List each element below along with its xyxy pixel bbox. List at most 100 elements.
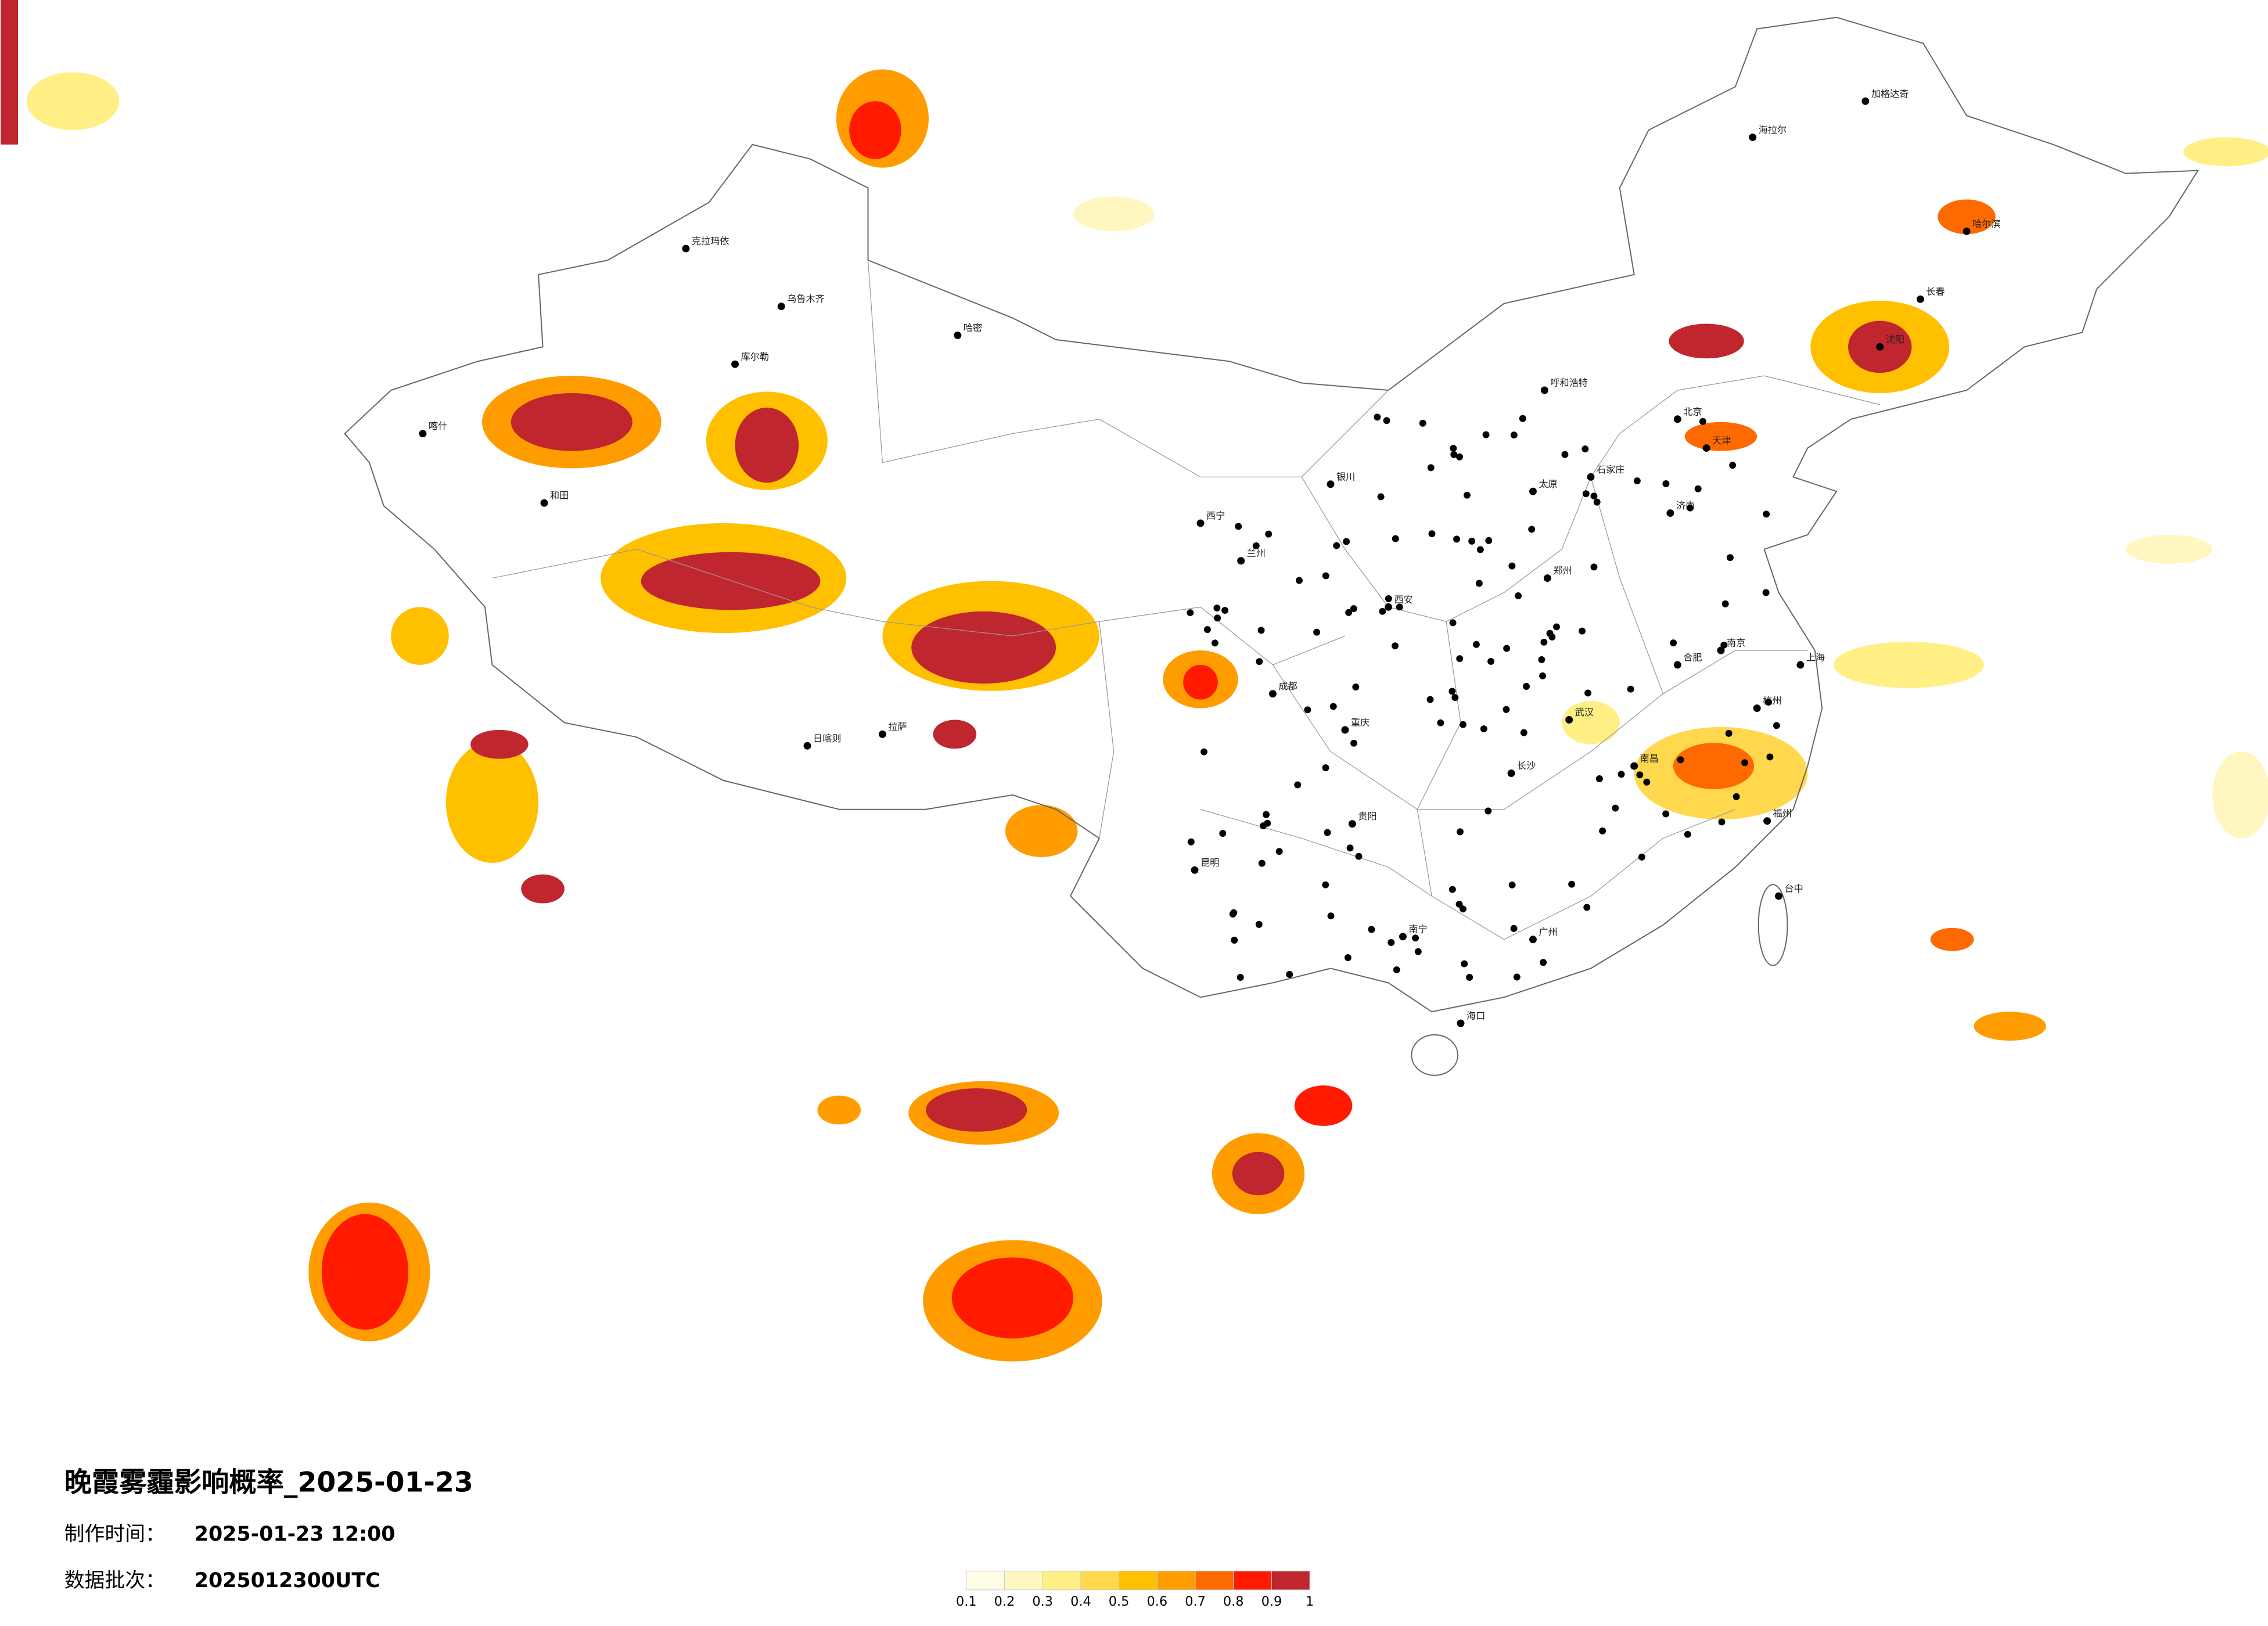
city-dot — [1590, 563, 1598, 571]
city-dot — [1636, 771, 1644, 779]
city-dot — [1583, 904, 1591, 911]
city-dot — [1419, 419, 1426, 427]
city-dot — [1256, 658, 1263, 665]
city-dot — [1196, 519, 1205, 527]
haze-area — [1294, 1085, 1353, 1126]
legend-swatch — [1195, 1570, 1234, 1591]
city-dot — [1523, 683, 1530, 690]
city-dot — [1345, 609, 1353, 616]
city-dot — [1463, 491, 1471, 499]
haze-area — [391, 607, 449, 665]
city-dot — [1528, 526, 1536, 533]
city-dot — [1346, 844, 1354, 852]
taiwan-outline — [1757, 884, 1788, 966]
city-dot — [1459, 721, 1467, 728]
city-label: 兰州 — [1247, 548, 1266, 559]
haze-area — [1938, 199, 1996, 235]
city-label: 长沙 — [1517, 760, 1536, 771]
city-dot — [1350, 739, 1358, 747]
city-label: 和田 — [550, 490, 569, 501]
city-dot — [731, 360, 739, 368]
city-dot — [1396, 603, 1403, 611]
city-dot — [1294, 781, 1302, 789]
legend-swatch — [966, 1570, 1005, 1591]
city-dot — [1749, 133, 1757, 141]
city-dot — [1229, 911, 1237, 918]
city-dot — [1265, 530, 1273, 538]
city-dot — [1258, 859, 1266, 867]
city-dot — [1187, 609, 1194, 617]
haze-area — [1974, 1012, 2046, 1041]
city-label: 银川 — [1336, 471, 1355, 482]
city-label: 昆明 — [1201, 857, 1219, 868]
city-dot — [1565, 715, 1573, 724]
city-dot — [1595, 775, 1603, 782]
haze-area — [1183, 664, 1218, 700]
legend-tick-label: 0.3 — [1032, 1594, 1053, 1609]
city-dot — [1368, 926, 1375, 933]
haze-area — [321, 1214, 409, 1330]
city-label: 库尔勒 — [741, 351, 769, 362]
city-dot — [1237, 557, 1245, 565]
haze-area — [445, 741, 539, 863]
legend-tick-label: 1 — [1306, 1594, 1314, 1609]
city-dot — [1341, 726, 1349, 734]
city-dot — [1453, 535, 1460, 543]
city-dot — [1426, 696, 1434, 703]
city-dot — [1593, 498, 1601, 506]
city-label: 哈尔滨 — [1972, 218, 2000, 229]
haze-area — [911, 611, 1056, 684]
city-label: 广州 — [1539, 926, 1557, 937]
city-dot — [1450, 445, 1457, 452]
city-dot — [1584, 689, 1591, 697]
city-label: 台中 — [1785, 883, 1803, 894]
city-dot — [1673, 661, 1681, 669]
city-dot — [1399, 933, 1407, 941]
city-dot — [1352, 683, 1360, 690]
city-dot — [1508, 881, 1516, 888]
city-dot — [1343, 538, 1350, 545]
city-dot — [1476, 546, 1484, 553]
city-dot — [1510, 431, 1518, 439]
city-dot — [1231, 937, 1238, 944]
city-dot — [1211, 639, 1219, 647]
city-dot — [1699, 418, 1706, 425]
city-dot — [1561, 451, 1569, 458]
haze-area — [1684, 422, 1757, 451]
city-dot — [1322, 572, 1329, 580]
city-label: 喀什 — [429, 420, 447, 431]
city-dot — [1694, 485, 1702, 492]
city-label: 日喀则 — [813, 733, 841, 744]
province-borders — [492, 260, 1880, 940]
city-label: 克拉玛依 — [692, 236, 729, 247]
city-dot — [1503, 706, 1510, 713]
legend-swatch — [1233, 1570, 1272, 1591]
legend-tick-label: 0.2 — [994, 1594, 1015, 1609]
city-dot — [954, 331, 962, 339]
city-dot — [1485, 537, 1493, 544]
city-dot — [1322, 881, 1329, 888]
city-label: 上海 — [1806, 652, 1825, 663]
legend-tick-label: 0.7 — [1185, 1594, 1206, 1609]
city-dot — [1450, 451, 1458, 458]
city-dot — [1275, 848, 1283, 855]
city-dot — [1213, 605, 1221, 612]
city-dot — [1221, 607, 1229, 614]
city-dot — [1255, 920, 1263, 928]
city-dot — [1765, 699, 1773, 706]
city-label: 呼和浩特 — [1550, 377, 1588, 388]
city-dot — [1510, 924, 1518, 932]
haze-area — [1005, 805, 1078, 857]
city-dot — [1725, 729, 1733, 737]
city-dot — [1200, 748, 1207, 756]
city-dot — [1313, 628, 1321, 636]
city-label: 太原 — [1539, 479, 1557, 490]
haze-area — [1834, 642, 1984, 688]
legend-swatch — [1271, 1570, 1310, 1591]
city-dot — [1684, 830, 1691, 838]
city-dot — [1718, 818, 1726, 826]
city-label: 石家庄 — [1597, 464, 1624, 475]
city-label: 海拉尔 — [1759, 124, 1787, 135]
city-dot — [1763, 510, 1770, 518]
city-dot — [1264, 819, 1271, 827]
